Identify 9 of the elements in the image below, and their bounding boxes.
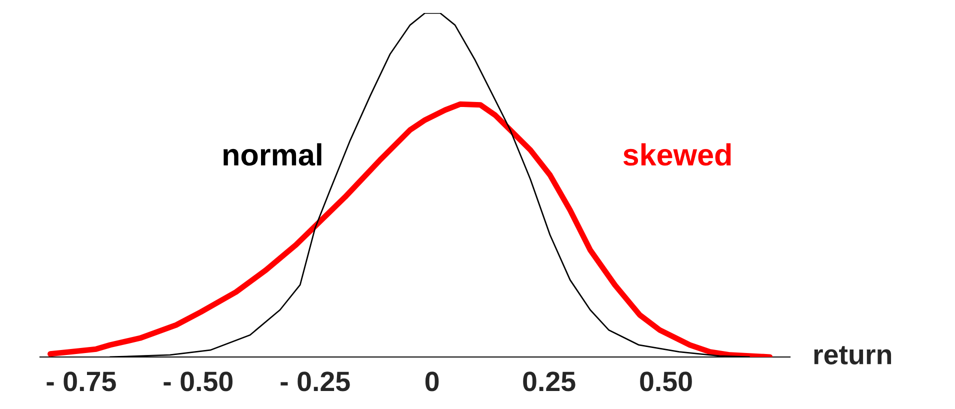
x-axis-title: return [814, 346, 892, 364]
x-tick-label: 0.25 [523, 372, 576, 392]
x-tick-label: - 0.50 [164, 372, 233, 392]
x-tick-label: 0 [425, 372, 439, 392]
text: skewed [623, 143, 731, 166]
x-tick-label: - 0.75 [46, 372, 116, 392]
x-tick-label: 0.50 [640, 372, 692, 392]
x-tick-label: - 0.25 [280, 372, 350, 392]
series-label: normal [224, 143, 322, 166]
